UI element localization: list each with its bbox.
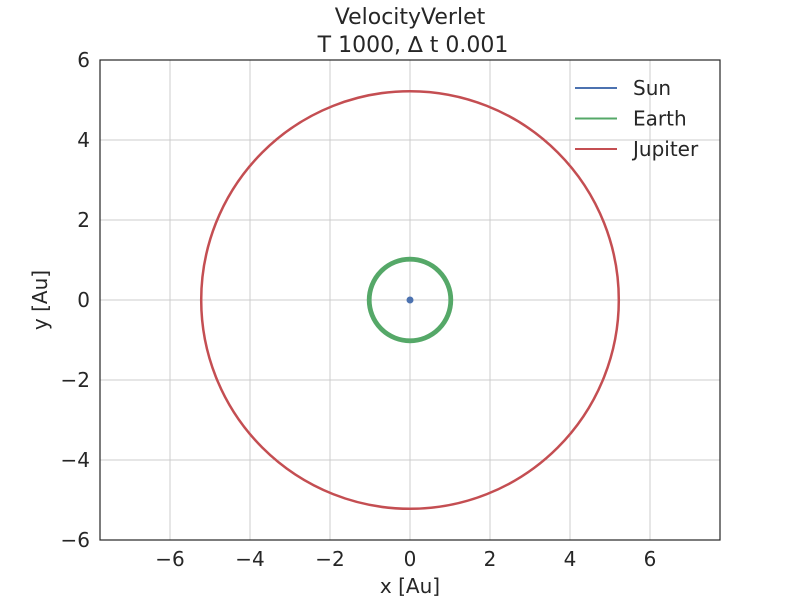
plot-frame (99, 59, 721, 541)
x-tick-label: 0 (404, 547, 417, 571)
x-tick-label: 4 (564, 547, 577, 571)
y-tick-label: 6 (77, 48, 90, 72)
series-jupiter-orbit (199, 89, 621, 511)
y-tick-label: −6 (61, 528, 90, 552)
legend-label-jupiter: Jupiter (631, 137, 699, 161)
x-tick-label: −4 (235, 547, 264, 571)
legend-label-sun: Sun (633, 76, 671, 100)
x-tick-label: 2 (484, 547, 497, 571)
y-axis-label: y [Au] (28, 270, 52, 330)
y-tick-label: 0 (77, 288, 90, 312)
series-sun-point (406, 296, 414, 304)
x-axis-label: x [Au] (380, 574, 440, 598)
y-tick-label: −2 (61, 368, 90, 392)
y-tick-label: −4 (61, 448, 90, 472)
series-layer (199, 89, 621, 511)
legend-label-earth: Earth (633, 107, 687, 131)
chart-title-line-2: T 1000, ∆ t 0.001 (317, 33, 509, 58)
chart-title-line-1: VelocityVerlet (335, 5, 486, 30)
x-ticks: −6 −4 −2 0 2 4 6 (155, 547, 656, 571)
x-tick-label: −6 (155, 547, 184, 571)
legend: Sun Earth Jupiter (575, 76, 699, 161)
x-tick-label: 6 (644, 547, 657, 571)
y-ticks: −6 −4 −2 0 2 4 6 (61, 48, 90, 552)
y-tick-label: 2 (77, 208, 90, 232)
y-tick-label: 4 (77, 128, 90, 152)
series-earth-orbit (366, 256, 454, 344)
x-tick-label: −2 (315, 547, 344, 571)
